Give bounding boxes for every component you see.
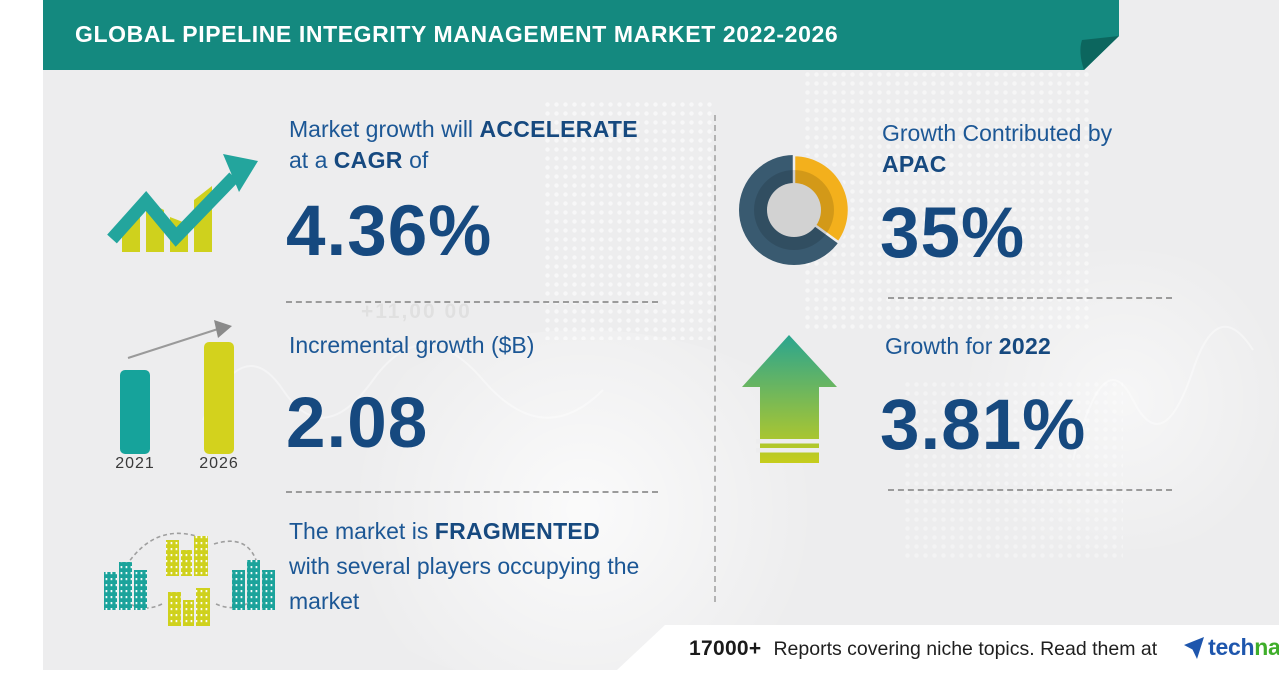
up-arrow-icon [742, 335, 837, 463]
section-divider [286, 491, 658, 493]
fragmented-market-icon [104, 532, 275, 626]
cagr-caption-accelerate: ACCELERATE [479, 116, 638, 142]
stock-line-decoration [202, 325, 1254, 461]
cagr-value: 4.36% [286, 192, 493, 271]
yellow-building-cluster-top [166, 536, 208, 576]
yoy-caption-text: Growth for [885, 333, 999, 359]
fragmented-caption-line3: market [289, 588, 360, 614]
logo-text-tech: tech [1208, 634, 1255, 660]
cagr-caption-text3: of [402, 147, 429, 173]
bar-year-left-label: 2021 [115, 455, 155, 472]
fragmented-caption-bold: FRAGMENTED [434, 518, 600, 544]
cagr-caption-cagr: CAGR [333, 147, 403, 173]
teal-building-cluster-left [104, 562, 147, 610]
incremental-growth-label: Incremental growth ($B) [289, 332, 535, 358]
technavio-arrow-icon [1184, 636, 1205, 659]
fragmented-caption-line2: with several players occupying the [289, 553, 640, 579]
technavio-logo[interactable]: technavio™ [1183, 634, 1279, 661]
apac-caption-text: Growth Contributed by [882, 120, 1113, 146]
page-title: GLOBAL PIPELINE INTEGRITY MANAGEMENT MAR… [75, 21, 839, 47]
apac-value: 35% [880, 194, 1026, 273]
fragmented-caption-text: The market is [289, 518, 435, 544]
footer-tagline: Reports covering niche topics. Read them… [773, 638, 1158, 660]
section-divider [888, 297, 1172, 299]
donut-chart-icon [739, 153, 851, 265]
apac-region: APAC [882, 151, 947, 177]
cagr-caption: Market growth will ACCELERATE at a CAGR … [289, 114, 638, 176]
section-divider [286, 301, 658, 303]
bar-comparison-icon [120, 320, 234, 454]
footer-bar: 17000+ Reports covering niche topics. Re… [617, 625, 1279, 670]
title-banner-ribbon [43, 0, 1119, 70]
yoy-year: 2022 [998, 333, 1052, 359]
background-ticker-watermark: +11,00 00 [361, 300, 472, 323]
yoy-caption: Growth for 2022 [885, 331, 1051, 362]
growth-trend-arrow-icon [107, 154, 258, 252]
cagr-caption-text: Market growth will [289, 116, 480, 142]
reports-count: 17000+ [689, 637, 762, 660]
column-divider [714, 115, 716, 602]
yoy-value: 3.81% [880, 386, 1087, 465]
apac-caption: Growth Contributed by APAC [882, 118, 1112, 180]
infographic-canvas: +11,00 00 GLOBAL PIPELINE INTEGRITY MANA… [43, 0, 1279, 690]
section-divider [888, 489, 1172, 491]
logo-text-navio: navio [1254, 634, 1279, 660]
bar-year-right-label: 2026 [199, 455, 239, 472]
yellow-building-cluster-bottom [168, 588, 210, 626]
cagr-caption-text2: at a [289, 147, 334, 173]
teal-building-cluster-right [232, 560, 275, 610]
fragmented-caption: The market is FRAGMENTED with several pl… [289, 514, 639, 619]
incremental-growth-value: 2.08 [286, 384, 429, 463]
